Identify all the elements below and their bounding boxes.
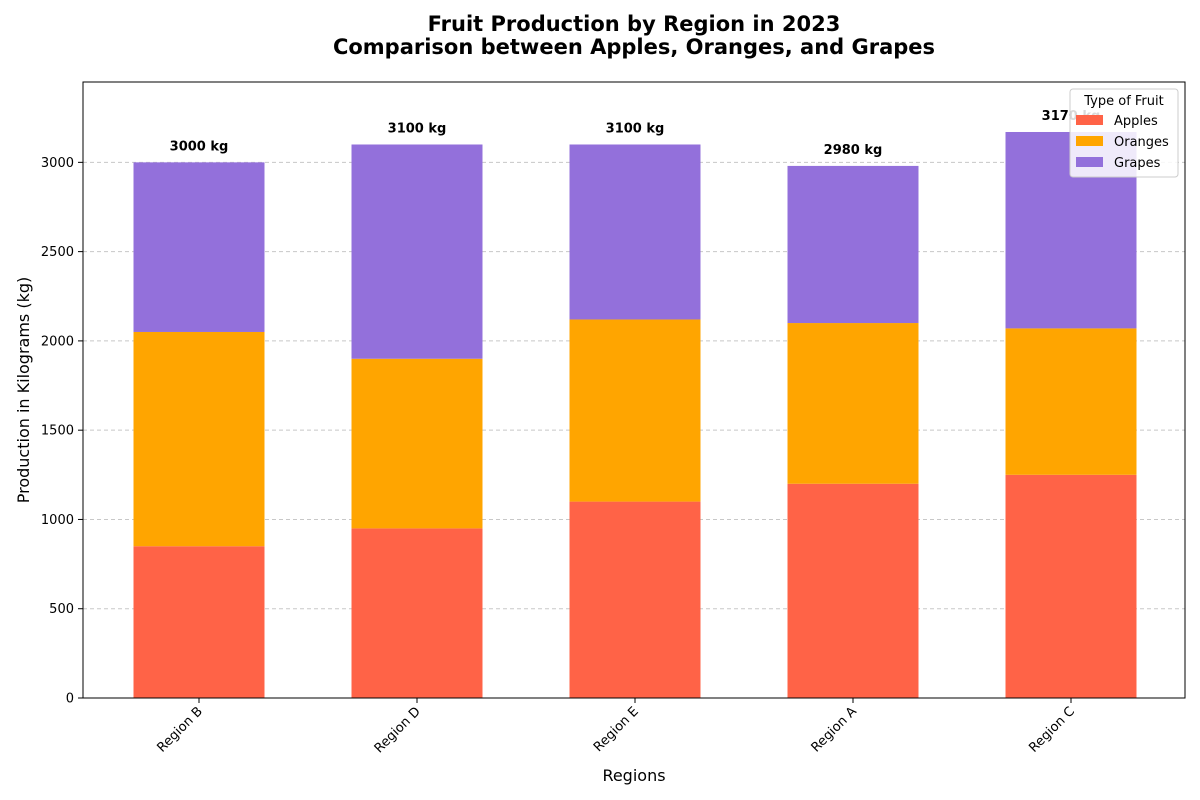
- y-tick-label: 1500: [41, 424, 74, 439]
- bar-grapes-region-e: [569, 144, 701, 320]
- bar-apples-region-b: [133, 546, 265, 698]
- y-axis-label: Production in Kilograms (kg): [14, 277, 33, 504]
- chart-title: Fruit Production by Region in 2023: [428, 12, 841, 36]
- bar-grapes-region-d: [351, 144, 483, 359]
- y-tick-label: 2500: [41, 245, 74, 260]
- chart-subtitle: Comparison between Apples, Oranges, and …: [333, 35, 935, 59]
- x-tick-label: Region B: [155, 704, 206, 755]
- legend-box: [1069, 88, 1179, 178]
- bar-oranges-region-b: [133, 331, 265, 547]
- x-axis: Region B Region D Region E Region A Region C: [155, 698, 1078, 756]
- legend-label-oranges: Oranges: [1114, 135, 1169, 150]
- plot-frame: [82, 81, 1186, 699]
- x-axis-label: Regions: [602, 766, 665, 785]
- legend-label-apples: Apples: [1114, 114, 1158, 129]
- x-tick-label: Region A: [809, 704, 860, 755]
- total-label: 3000 kg: [170, 139, 229, 154]
- bar-grapes-region-b: [133, 162, 265, 332]
- y-tick-label: 500: [49, 602, 74, 617]
- y-tick-label: 2000: [41, 334, 74, 349]
- legend-label-grapes: Grapes: [1114, 156, 1161, 171]
- y-tick-label: 0: [66, 692, 74, 707]
- bar-grapes-region-a: [787, 165, 919, 324]
- bar-apples-region-d: [351, 528, 483, 698]
- legend-title: Type of Fruit: [1083, 94, 1163, 109]
- total-label: 2980 kg: [824, 143, 883, 158]
- total-label: 3100 kg: [606, 121, 665, 136]
- bar-apples-region-e: [569, 501, 701, 698]
- bar-oranges-region-e: [569, 319, 701, 502]
- legend: Type of Fruit Apples Oranges Grapes: [1069, 88, 1179, 178]
- bar-apples-region-c: [1005, 474, 1137, 698]
- grid-lines: [83, 161, 1185, 610]
- legend-swatch-oranges: [1076, 136, 1103, 146]
- bars: [133, 131, 1137, 698]
- x-tick-label: Region E: [591, 704, 642, 755]
- bar-apples-region-a: [787, 483, 919, 698]
- y-tick-label: 3000: [41, 156, 74, 171]
- y-tick-label: 1000: [41, 513, 74, 528]
- bar-oranges-region-a: [787, 323, 919, 484]
- bar-oranges-region-c: [1005, 328, 1137, 475]
- x-tick-label: Region D: [372, 704, 424, 756]
- legend-swatch-grapes: [1076, 157, 1103, 167]
- y-axis: 0 500 1000 1500 2000 2500 3000: [41, 156, 83, 707]
- x-tick-label: Region C: [1026, 704, 1077, 755]
- total-label: 3100 kg: [388, 121, 447, 136]
- bar-oranges-region-d: [351, 358, 483, 529]
- legend-swatch-apples: [1076, 115, 1103, 125]
